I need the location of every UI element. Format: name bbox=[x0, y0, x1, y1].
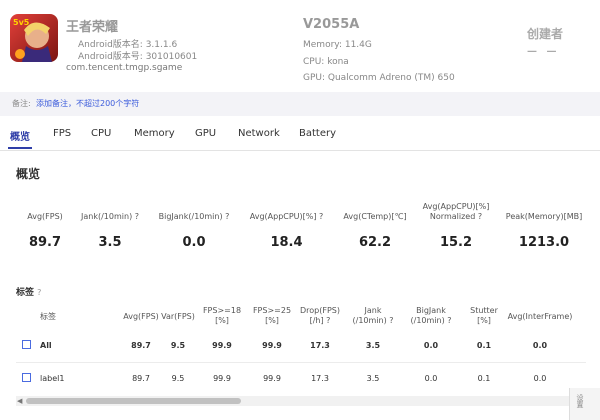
cell-value: 0.0 bbox=[423, 341, 439, 350]
cell-value: 89.7 bbox=[131, 341, 151, 350]
device-cpu: CPU: kona bbox=[303, 57, 349, 67]
active-tab-indicator bbox=[8, 147, 32, 149]
metric-label-avg-ctemp: Avg(CTemp)[℃] bbox=[343, 212, 407, 221]
tab-memory[interactable]: Memory bbox=[134, 128, 175, 139]
cell-value: 9.5 bbox=[170, 341, 186, 350]
metric-label-appcpu-normalized: Avg(AppCPU)[%] Normalized ? bbox=[422, 202, 490, 221]
side-panel-toggle[interactable]: 设置 bbox=[569, 388, 600, 420]
column-header-bigjank: BigJank (/10min) ? bbox=[410, 306, 452, 325]
metric-label-avg-appcpu: Avg(AppCPU)[%] ? bbox=[249, 212, 324, 221]
column-header-tag: 标签 bbox=[40, 312, 56, 321]
note-bar: 备注: 添加备注，不超过200个字符 bbox=[0, 92, 600, 116]
tab-cpu[interactable]: CPU bbox=[91, 128, 112, 139]
cell-value: 0.0 bbox=[532, 341, 548, 350]
scrollbar-thumb[interactable] bbox=[26, 398, 241, 404]
cell-value: 3.5 bbox=[366, 374, 380, 383]
metric-value-avg-ctemp: 62.2 bbox=[358, 235, 392, 250]
cell-value: 0.1 bbox=[477, 374, 491, 383]
cell-value: 99.9 bbox=[213, 374, 231, 383]
cell-value: 99.9 bbox=[262, 341, 282, 350]
column-header-fps25: FPS>=25 [%] bbox=[252, 306, 292, 325]
tags-title: 标签 ? bbox=[16, 285, 41, 298]
device-gpu: GPU: Qualcomm Adreno (TM) 650 bbox=[303, 73, 455, 83]
metric-value-bigjank: 0.0 bbox=[182, 235, 206, 250]
row-label-all: All bbox=[40, 341, 52, 350]
app-icon: 5v5 bbox=[10, 14, 58, 62]
cell-value: 99.9 bbox=[263, 374, 281, 383]
cell-value: 0.0 bbox=[424, 374, 438, 383]
tab-gpu[interactable]: GPU bbox=[195, 128, 217, 139]
metric-label-bigjank: BigJank(/10min) ? bbox=[158, 212, 230, 221]
add-note-link[interactable]: 添加备注，不超过200个字符 bbox=[36, 99, 140, 108]
tab-battery[interactable]: Battery bbox=[299, 128, 337, 139]
row-label-label1: label1 bbox=[40, 374, 65, 383]
column-header-drop-fps: Drop(FPS) [/h] ? bbox=[300, 306, 340, 325]
checkbox-label1[interactable] bbox=[22, 373, 31, 382]
tab-fps[interactable]: FPS bbox=[53, 128, 72, 139]
tab-network[interactable]: Network bbox=[238, 128, 280, 139]
device-memory: Memory: 11.4G bbox=[303, 40, 372, 50]
app-package: com.tencent.tmgp.sgame bbox=[66, 63, 183, 73]
app-name: 王者荣耀 bbox=[66, 20, 119, 35]
column-header-var-fps: Var(FPS) bbox=[161, 312, 195, 321]
metric-label-avg-fps: Avg(FPS) bbox=[27, 212, 63, 221]
column-header-jank: Jank (/10min) ? bbox=[352, 306, 394, 325]
metric-value-avg-fps: 89.7 bbox=[28, 235, 62, 250]
metric-label-jank: Jank(/10min) ? bbox=[81, 212, 139, 221]
tags-title-text: 标签 bbox=[16, 288, 35, 298]
cell-value: 17.3 bbox=[310, 341, 330, 350]
column-header-avg-fps: Avg(FPS) bbox=[123, 312, 159, 321]
horizontal-scrollbar[interactable]: ◀ ▶ bbox=[16, 396, 582, 406]
tab-bar: 概览 FPS CPU Memory GPU Network Battery bbox=[0, 120, 600, 151]
creator-value: — — bbox=[527, 46, 560, 57]
metric-label-peak-memory: Peak(Memory)[MB] bbox=[505, 212, 583, 221]
cell-value: 89.7 bbox=[132, 374, 150, 383]
app-icon-badge: 5v5 bbox=[13, 18, 30, 27]
cell-value: 17.3 bbox=[311, 374, 329, 383]
column-header-stutter: Stutter [%] bbox=[470, 306, 498, 325]
metric-value-jank: 3.5 bbox=[98, 235, 122, 250]
device-model: V2055A bbox=[303, 17, 360, 32]
scroll-left-arrow-icon[interactable]: ◀ bbox=[17, 397, 23, 405]
note-label: 备注: bbox=[12, 99, 31, 108]
column-header-avg-interframe: Avg(InterFrame) bbox=[507, 312, 573, 321]
cell-value: 9.5 bbox=[171, 374, 185, 383]
row-divider bbox=[16, 362, 586, 363]
metric-value-appcpu-normalized: 15.2 bbox=[439, 235, 473, 250]
app-version-code: Android版本号: 301010601 bbox=[78, 52, 198, 62]
help-icon[interactable]: ? bbox=[37, 288, 42, 297]
metric-value-avg-appcpu: 18.4 bbox=[270, 235, 303, 250]
side-panel-label: 设置 bbox=[576, 394, 584, 408]
tab-overview[interactable]: 概览 bbox=[10, 132, 30, 143]
creator-label: 创建者 bbox=[527, 27, 564, 41]
column-header-fps18: FPS>=18 [%] bbox=[202, 306, 242, 325]
cell-value: 99.9 bbox=[212, 341, 232, 350]
checkbox-all[interactable] bbox=[22, 340, 31, 349]
overview-title: 概览 bbox=[16, 167, 41, 181]
cell-value: 3.5 bbox=[365, 341, 381, 350]
header: 5v5 王者荣耀 Android版本名: 3.1.1.6 Android版本号:… bbox=[0, 0, 600, 88]
cell-value: 0.0 bbox=[533, 374, 547, 383]
cell-value: 0.1 bbox=[476, 341, 492, 350]
metric-value-peak-memory: 1213.0 bbox=[518, 235, 570, 250]
app-version-name: Android版本名: 3.1.1.6 bbox=[78, 40, 178, 50]
